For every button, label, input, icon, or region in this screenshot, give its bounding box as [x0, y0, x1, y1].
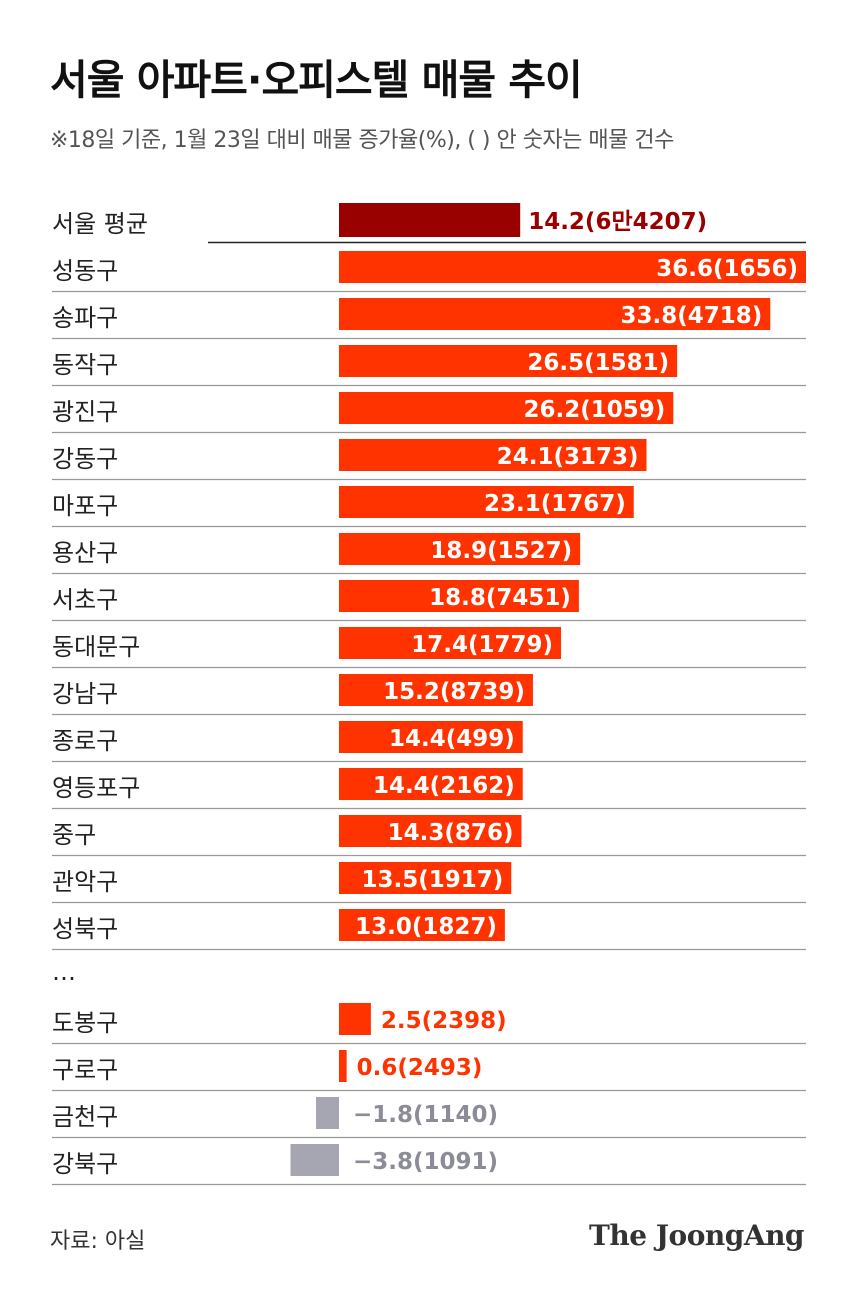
category-label: 동작구: [52, 351, 118, 379]
data-label: 24.1(3173): [497, 444, 639, 470]
bar: [339, 721, 523, 753]
data-label: 2.5(2398): [381, 1008, 507, 1034]
category-label: 서초구: [52, 586, 118, 614]
data-label: 17.4(1779): [411, 632, 553, 658]
data-label: 14.3(876): [388, 820, 514, 846]
data-label: 36.6(1656): [656, 256, 798, 282]
category-label: 종로구: [52, 727, 118, 755]
source-note: 자료: 아실: [50, 1229, 146, 1254]
category-label: 광진구: [52, 398, 118, 426]
category-label: 강남구: [52, 680, 118, 708]
data-label: 26.5(1581): [527, 350, 669, 376]
data-label: 18.9(1527): [430, 538, 572, 564]
category-label: 구로구: [52, 1056, 118, 1084]
category-label: 영등포구: [52, 774, 140, 802]
average-bar: [339, 203, 521, 237]
data-label: 23.1(1767): [484, 491, 626, 517]
data-label: 14.4(499): [389, 726, 515, 752]
data-label: 18.8(7451): [429, 585, 571, 611]
category-label: 용산구: [52, 539, 118, 567]
data-label: 26.2(1059): [524, 397, 666, 423]
bar: [339, 439, 647, 471]
bar: [339, 909, 505, 941]
category-label: 마포구: [52, 492, 118, 520]
bar: [339, 298, 771, 330]
category-label: 송파구: [52, 304, 118, 332]
bar: [339, 768, 523, 800]
category-label: 금천구: [52, 1103, 118, 1131]
data-label: 33.8(4718): [620, 303, 762, 329]
data-label: −1.8(1140): [353, 1102, 498, 1128]
data-label: 13.5(1917): [361, 867, 503, 893]
data-label: −3.8(1091): [353, 1149, 498, 1175]
data-label: 13.0(1827): [355, 914, 497, 940]
bar: [339, 345, 678, 377]
category-label: 강동구: [52, 445, 118, 473]
category-label: 성북구: [52, 915, 118, 943]
category-label: 강북구: [52, 1150, 118, 1178]
data-label: 15.2(8739): [383, 679, 525, 705]
category-label: 중구: [52, 821, 96, 849]
bar: [339, 627, 562, 659]
category-label: 관악구: [52, 868, 118, 896]
chart-title: 서울 아파트·오피스텔 매물 추이: [50, 56, 583, 104]
publisher-logo: The JoongAng: [589, 1219, 804, 1252]
average-category-label: 서울 평균: [52, 210, 148, 238]
ellipsis-label: …: [52, 958, 76, 986]
bar: [316, 1097, 339, 1129]
bar: [290, 1144, 339, 1176]
category-label: 성동구: [52, 257, 118, 285]
category-label: 도봉구: [52, 1009, 118, 1037]
average-data-label: 14.2(6만4207): [528, 209, 707, 235]
chart-subtitle: ※18일 기준, 1월 23일 대비 매물 증가율(%), ( ) 안 숫자는 …: [50, 128, 674, 153]
bar: [339, 392, 674, 424]
bar: [339, 486, 634, 518]
data-label: 14.4(2162): [373, 773, 515, 799]
bar: [339, 580, 579, 612]
bar: [339, 1050, 347, 1082]
bar: [339, 251, 807, 283]
bar: [339, 862, 512, 894]
bar: [339, 815, 522, 847]
bar: [339, 1003, 371, 1035]
bar: [339, 674, 533, 706]
data-label: 0.6(2493): [357, 1055, 483, 1081]
bar: [339, 533, 581, 565]
category-label: 동대문구: [52, 633, 140, 661]
